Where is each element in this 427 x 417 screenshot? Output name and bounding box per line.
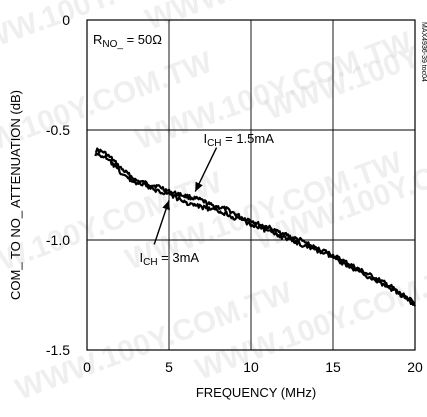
series-label-1-5ma-main: I (203, 131, 207, 146)
y-tick-label: -1.0 (46, 232, 70, 248)
condition-label: RNO_ = 50Ω (93, 32, 162, 50)
series-label-1-5ma-sub: CH (207, 138, 221, 149)
series-label-3ma-sub: CH (143, 257, 157, 268)
x-tick-label: 20 (407, 359, 423, 375)
condition-label-rest: = 50Ω (123, 32, 162, 47)
tick-label-layer: 0 5 10 15 20 0 -0.5 -1.0 -1.5 (46, 12, 423, 375)
arrow-3ma-head (162, 200, 170, 211)
x-tick-label: 15 (325, 359, 341, 375)
arrow-1-5ma-head (195, 181, 203, 192)
y-tick-label: 0 (62, 12, 70, 28)
annotation-arrows (153, 147, 218, 245)
x-tick-label: 10 (243, 359, 259, 375)
x-tick-label: 0 (83, 359, 91, 375)
plot-frame (86, 19, 416, 351)
series-label-1-5ma-rest: = 1.5mA (222, 131, 275, 146)
x-axis-title: FREQUENCY (MHz) (196, 385, 316, 400)
condition-label-sub: NO_ (102, 39, 123, 50)
series-line-1 (94, 152, 416, 307)
figure-id-label: MAX4936-39 toc04 (420, 22, 427, 82)
watermark-text: WWW.100Y.COM.TW (141, 0, 427, 37)
y-tick-label: -0.5 (46, 122, 70, 138)
series-label-3ma: ICH = 3mA (139, 250, 199, 268)
series-label-1-5ma: ICH = 1.5mA (203, 131, 274, 149)
y-axis-title: COM_ TO NO_ ATTENUATION (dB) (8, 90, 23, 300)
condition-label-main: R (93, 32, 102, 47)
series-label-3ma-rest: = 3mA (158, 250, 200, 265)
x-tick-label: 5 (165, 359, 173, 375)
y-tick-label: -1.5 (46, 342, 70, 358)
series-label-3ma-main: I (139, 250, 143, 265)
series-layer (94, 147, 416, 307)
grid-layer (87, 20, 415, 350)
